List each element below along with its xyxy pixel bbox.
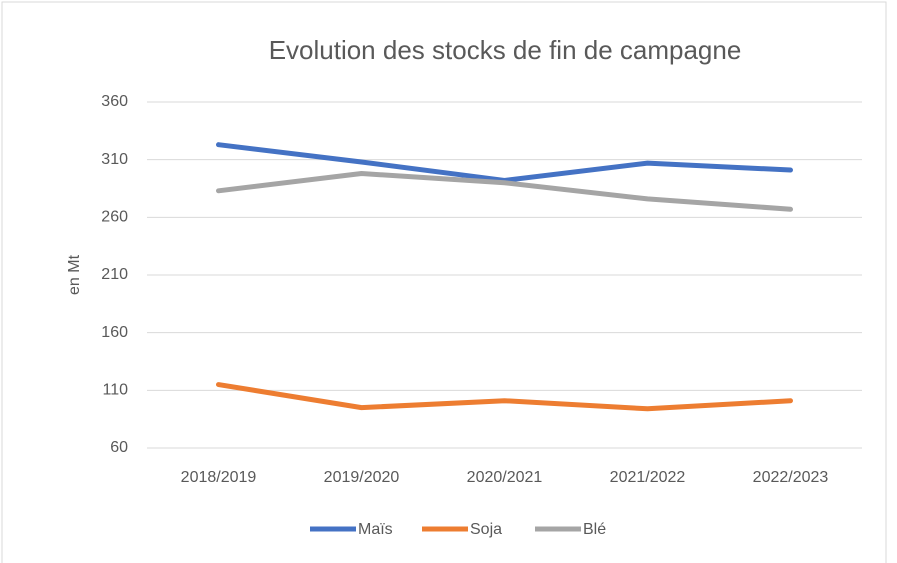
x-tick-label: 2018/2019 (181, 469, 257, 486)
y-tick-label: 260 (101, 209, 128, 226)
y-tick-label: 110 (102, 382, 128, 399)
legend-label: Soja (470, 521, 502, 538)
y-tick-label: 310 (101, 151, 128, 168)
y-tick-label: 210 (101, 266, 128, 283)
legend-label: Maïs (358, 521, 393, 538)
y-tick-label: 360 (101, 93, 128, 110)
line-series (216, 382, 793, 412)
y-tick-label: 60 (110, 439, 128, 456)
x-tick-label: 2020/2021 (467, 469, 543, 486)
legend-label: Blé (583, 521, 606, 538)
x-tick-label: 2019/2020 (324, 469, 400, 486)
chart-title: Evolution des stocks de fin de campagne (269, 35, 742, 65)
y-tick-label: 160 (101, 324, 128, 341)
x-tick-label: 2021/2022 (610, 469, 686, 486)
x-tick-label: 2022/2023 (753, 469, 829, 486)
y-axis-label: en Mt (66, 254, 83, 295)
line-series (216, 171, 793, 212)
